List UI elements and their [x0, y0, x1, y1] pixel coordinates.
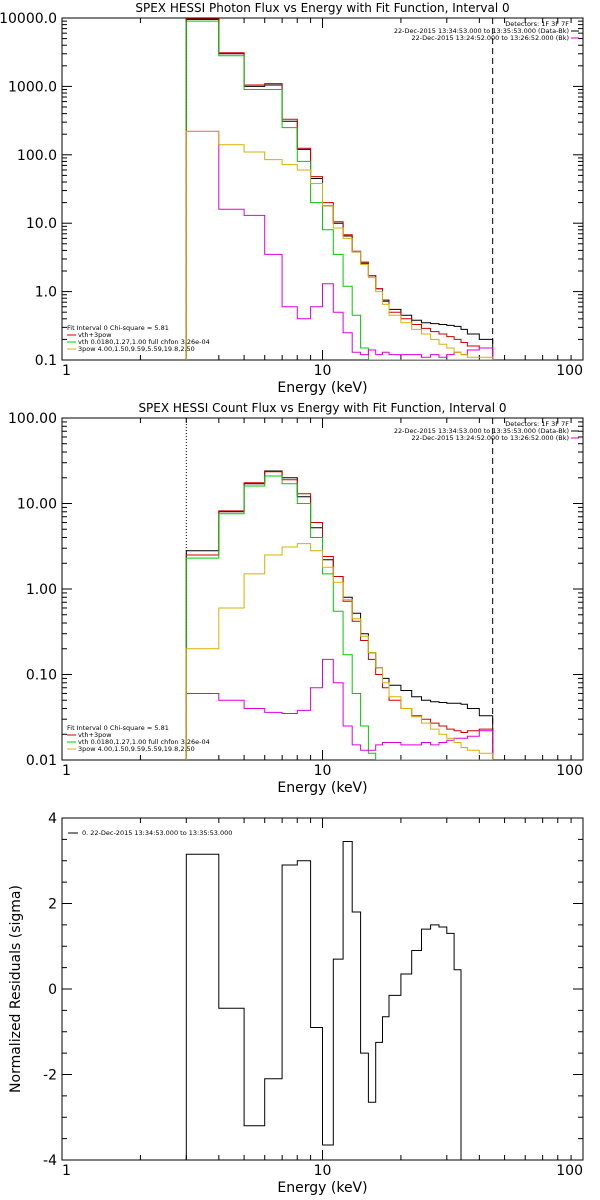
series-line-2 [185, 18, 494, 360]
y-tick-label: 0 [48, 982, 57, 998]
series-line-3 [185, 20, 493, 360]
y-tick-label: 0.10 [26, 668, 57, 684]
legend-entry-2: vth+3pow [78, 731, 112, 739]
info-line-1: Detectors: 1F 3F 7F [505, 420, 569, 428]
legend-entry-1: Fit Interval 0 Chi-square = 5.81 [67, 324, 169, 332]
info-line-3: 22-Dec-2015 13:24:52.000 to 13:26:52.000… [412, 434, 570, 442]
y-tick-label: 10000.0 [0, 11, 57, 27]
y-tick-label: -4 [43, 1153, 57, 1169]
legend-entry-1: Fit Interval 0 Chi-square = 5.81 [67, 724, 169, 732]
x-tick-label: 1 [62, 363, 71, 379]
y-tick-label: 1.00 [26, 582, 57, 598]
series-group [185, 18, 494, 360]
x-tick-label: 1 [62, 1163, 71, 1179]
series-line-2 [185, 471, 494, 760]
y-tick-label: -2 [43, 1068, 57, 1084]
chart-panel-1: SPEX HESSI Photon Flux vs Energy with Fi… [0, 1, 584, 396]
x-tick-label: 10 [314, 763, 332, 779]
x-tick-label: 100 [556, 363, 583, 379]
chart-title: SPEX HESSI Count Flux vs Energy with Fit… [138, 401, 506, 415]
info-line-1: Detectors: 1F 3F 7F [505, 20, 569, 28]
chart-title: SPEX HESSI Photon Flux vs Energy with Fi… [135, 1, 509, 15]
x-tick-label: 100 [556, 763, 583, 779]
legend-entry-4: 3pow 4.00,1.50,9.59,5.59,19.8,2.50 [78, 745, 195, 753]
y-tick-label: 0.01 [26, 753, 57, 769]
info-line-2: 22-Dec-2015 13:34:53.000 to 13:35:53.000… [394, 27, 569, 35]
series-group [185, 470, 494, 760]
y-tick-label: 2 [48, 897, 57, 913]
info-line-2: 22-Dec-2015 13:34:53.000 to 13:35:53.000… [394, 427, 569, 435]
y-tick-label: 100.0 [17, 148, 57, 164]
series-line-4 [185, 658, 494, 760]
x-axis-label: Energy (keV) [277, 780, 367, 796]
legend-entry-1: 0. 22-Dec-2015 13:34:53.000 to 13:35:53.… [82, 829, 232, 837]
legend-entry-4: 3pow 4.00,1.50,9.59,5.59,19.8,2.50 [78, 345, 195, 353]
x-tick-label: 100 [556, 1163, 583, 1179]
y-tick-label: 10.0 [26, 216, 57, 232]
x-axis-label: Energy (keV) [277, 380, 367, 396]
y-tick-label: 4 [48, 811, 57, 827]
series-line-3 [185, 475, 493, 760]
y-tick-label: 1.0 [35, 285, 57, 301]
y-tick-label: 0.1 [35, 353, 57, 369]
y-tick-label: 1000.0 [8, 79, 57, 95]
chart-panel-3: 1 10 100 -4 -2 0 2 4 Energy (keV) Normalized Resi… [8, 811, 584, 1196]
series-line-1 [185, 19, 494, 360]
series-group [185, 841, 462, 1160]
info-line-3: 22-Dec-2015 13:24:52.000 to 13:26:52.000… [412, 34, 570, 42]
x-tick-label: 10 [314, 363, 332, 379]
y-tick-label: 10.00 [17, 497, 57, 513]
legend-entry-2: vth+3pow [78, 331, 112, 339]
legend-entry-3: vth 0.0180,1.27,1.00 full chfon 3.26e-04 [78, 338, 210, 346]
series-line-5 [185, 130, 494, 360]
series-line-4 [185, 130, 494, 360]
series-line-1 [185, 841, 462, 1160]
x-tick-label: 10 [314, 1163, 332, 1179]
y-tick-label: 100.00 [8, 411, 57, 427]
series-line-5 [185, 543, 494, 760]
y-axis-label: Normalized Residuals (sigma) [8, 885, 24, 1093]
axes-frame [61, 417, 584, 761]
x-axis-label: Energy (keV) [277, 1180, 367, 1196]
x-tick-label: 1 [62, 763, 71, 779]
legend-entry-3: vth 0.0180,1.27,1.00 full chfon 3.26e-04 [78, 738, 210, 746]
series-line-1 [185, 470, 494, 760]
chart-panel-2: SPEX HESSI Count Flux vs Energy with Fit… [8, 401, 584, 796]
